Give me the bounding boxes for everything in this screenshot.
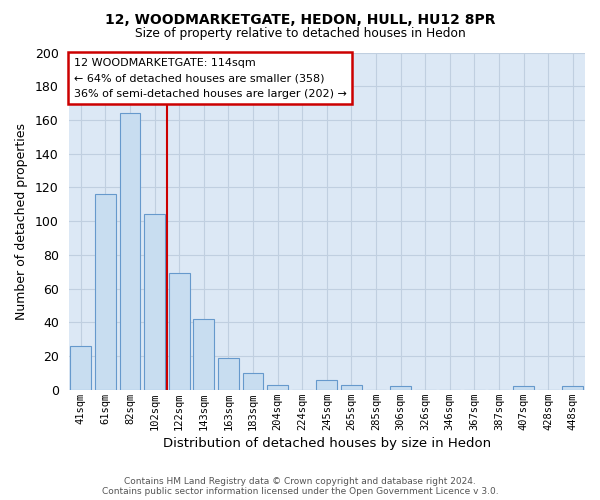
- Y-axis label: Number of detached properties: Number of detached properties: [15, 122, 28, 320]
- Bar: [193, 319, 214, 390]
- Bar: [169, 274, 190, 390]
- Bar: [218, 358, 239, 390]
- Bar: [70, 346, 91, 390]
- Bar: [513, 386, 534, 390]
- Text: 12, WOODMARKETGATE, HEDON, HULL, HU12 8PR: 12, WOODMARKETGATE, HEDON, HULL, HU12 8P…: [105, 12, 495, 26]
- Bar: [242, 373, 263, 390]
- Bar: [562, 386, 583, 390]
- Bar: [390, 386, 411, 390]
- Bar: [119, 113, 140, 390]
- X-axis label: Distribution of detached houses by size in Hedon: Distribution of detached houses by size …: [163, 437, 491, 450]
- Bar: [267, 384, 288, 390]
- Text: 12 WOODMARKETGATE: 114sqm
← 64% of detached houses are smaller (358)
36% of semi: 12 WOODMARKETGATE: 114sqm ← 64% of detac…: [74, 58, 347, 99]
- Bar: [316, 380, 337, 390]
- Text: Contains public sector information licensed under the Open Government Licence v : Contains public sector information licen…: [101, 487, 499, 496]
- Bar: [341, 384, 362, 390]
- Bar: [144, 214, 165, 390]
- Text: Contains HM Land Registry data © Crown copyright and database right 2024.: Contains HM Land Registry data © Crown c…: [124, 477, 476, 486]
- Text: Size of property relative to detached houses in Hedon: Size of property relative to detached ho…: [134, 28, 466, 40]
- Bar: [95, 194, 116, 390]
